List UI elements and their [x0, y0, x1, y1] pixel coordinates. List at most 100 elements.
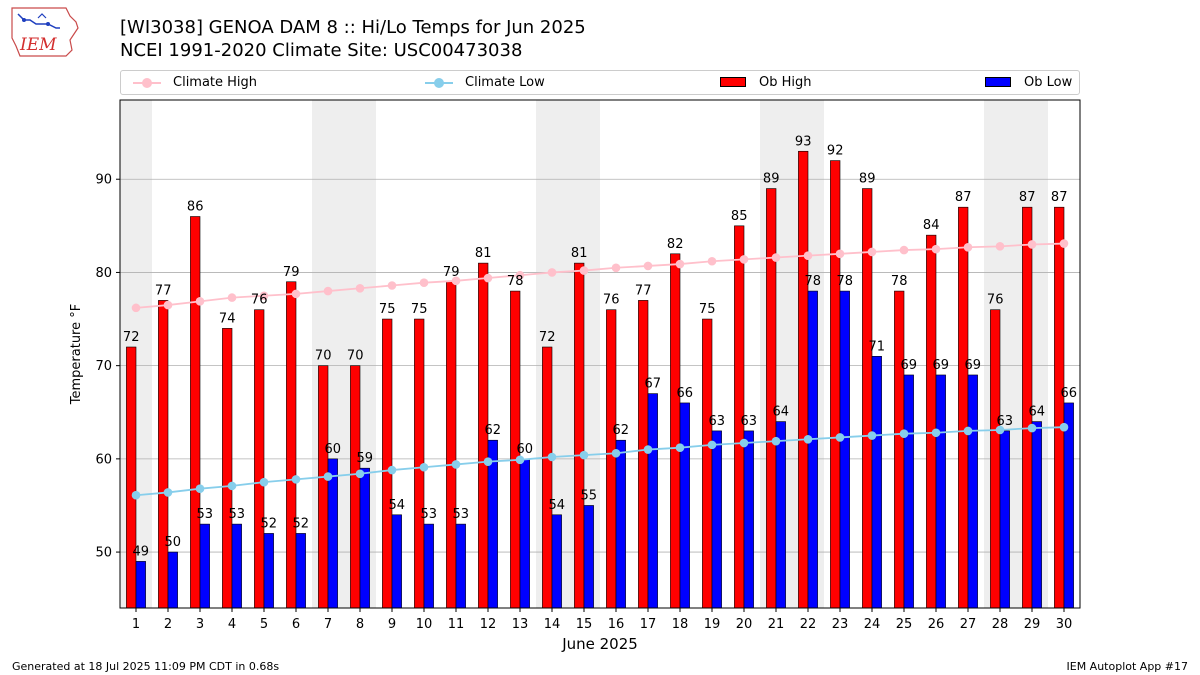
y-tick-label-90: 90	[95, 173, 112, 188]
legend-label-ob-high: Ob High	[759, 75, 812, 90]
logo-text: IEM	[19, 35, 57, 55]
climate-low-point-19	[707, 440, 717, 450]
climate-high-point-16	[611, 263, 621, 273]
climate-high-point-12	[483, 273, 493, 283]
ob-high-label-12: 81	[475, 246, 492, 261]
climate-high-point-30	[1059, 239, 1069, 248]
ob-low-bar-6	[295, 533, 306, 609]
climate-low-point-10	[419, 462, 429, 472]
ob-high-bar-21	[766, 188, 777, 609]
ob-high-bar-25	[894, 290, 905, 609]
x-tick-label-23: 23	[832, 617, 849, 632]
x-tick-label-24: 24	[864, 617, 881, 632]
ob-low-bar-1	[135, 561, 146, 609]
y-tick-label-60: 60	[95, 452, 112, 467]
ob-low-bar-8	[359, 467, 370, 609]
ob-high-label-15: 81	[571, 246, 588, 261]
legend-label-climate-low: Climate Low	[465, 75, 545, 90]
ob-low-bar-22	[807, 290, 818, 609]
ob-low-bar-swatch	[982, 71, 1014, 94]
ob-high-bar-19	[702, 318, 713, 609]
generated-timestamp: Generated at 18 Jul 2025 11:09 PM CDT in…	[12, 660, 280, 673]
ob-low-label-8: 59	[357, 451, 374, 466]
ob-low-bar-28	[999, 430, 1010, 609]
y-tick-label-50: 50	[95, 546, 112, 561]
app-credit: IEM Autoplot App #17	[1066, 660, 1189, 673]
ob-high-bar-28	[990, 309, 1001, 609]
ob-low-bar-23	[839, 290, 850, 609]
ob-low-label-22: 78	[805, 274, 822, 289]
ob-high-bar-26	[926, 234, 937, 609]
climate-low-point-24	[867, 431, 877, 440]
climate-high-point-19	[707, 256, 717, 266]
ob-high-bar-18	[670, 253, 681, 609]
x-tick-label-5: 5	[260, 617, 268, 632]
climate-high-point-26	[931, 244, 941, 254]
x-tick-label-26: 26	[928, 617, 945, 632]
ob-high-label-25: 78	[891, 274, 908, 289]
climate-low-point-8	[355, 469, 365, 479]
chart-legend: Climate High Climate Low Ob High Ob Low	[120, 70, 1080, 95]
ob-low-bar-25	[903, 374, 914, 609]
ob-high-label-14: 72	[539, 330, 556, 345]
ob-high-label-29: 87	[1019, 190, 1036, 205]
climate-high-point-5	[259, 291, 269, 301]
ob-low-bar-11	[455, 523, 466, 609]
ob-high-label-13: 78	[507, 274, 524, 289]
climate-low-point-9	[387, 465, 397, 475]
ob-high-bar-22	[798, 150, 809, 609]
x-tick-label-15: 15	[576, 617, 593, 632]
chart-title: [WI3038] GENOA DAM 8 :: Hi/Lo Temps for …	[120, 17, 586, 38]
ob-high-label-19: 75	[699, 302, 716, 317]
ob-high-bar-17	[638, 300, 649, 609]
x-tick-label-27: 27	[960, 617, 977, 632]
x-tick-label-17: 17	[640, 617, 657, 632]
x-tick-label-21: 21	[768, 617, 785, 632]
ob-low-bar-13	[519, 458, 530, 609]
climate-low-point-23	[835, 433, 845, 442]
ob-high-bar-3	[190, 216, 201, 609]
ob-high-bar-4	[222, 328, 233, 609]
ob-low-label-2: 50	[165, 535, 182, 550]
climate-high-point-23	[835, 249, 845, 259]
ob-high-bar-swatch	[717, 71, 749, 94]
ob-high-label-5: 76	[251, 293, 268, 308]
ob-high-bar-2	[158, 300, 169, 609]
climate-high-point-3	[195, 297, 205, 306]
ob-high-label-8: 70	[347, 349, 364, 364]
x-tick-label-13: 13	[512, 617, 529, 632]
legend-label-ob-low: Ob Low	[1024, 75, 1073, 90]
ob-low-label-6: 52	[293, 516, 310, 531]
legend-item-ob-low: Ob Low	[982, 71, 1072, 94]
ob-low-bar-30	[1063, 402, 1074, 609]
ob-high-bar-6	[286, 281, 297, 609]
ob-low-label-30: 66	[1061, 386, 1078, 401]
ob-high-label-4: 74	[219, 311, 236, 326]
climate-low-point-27	[963, 426, 973, 436]
ob-high-bar-9	[382, 318, 393, 609]
ob-low-bar-4	[231, 523, 242, 609]
climate-low-point-16	[611, 448, 621, 458]
ob-high-label-17: 77	[635, 283, 652, 298]
ob-low-label-28: 63	[997, 414, 1014, 429]
ob-high-bar-5	[254, 309, 265, 609]
ob-low-bar-3	[199, 523, 210, 609]
x-axis-label: June 2025	[561, 635, 638, 653]
ob-high-label-6: 79	[283, 265, 300, 280]
ob-low-label-27: 69	[965, 358, 982, 373]
ob-low-bar-9	[391, 514, 402, 609]
climate-low-point-5	[259, 477, 269, 487]
ob-high-label-27: 87	[955, 190, 972, 205]
climate-low-point-7	[323, 472, 333, 481]
ob-low-label-7: 60	[325, 442, 342, 457]
ob-low-label-23: 78	[837, 274, 854, 289]
climate-low-point-11	[451, 460, 461, 469]
climate-high-point-2	[163, 300, 173, 310]
climate-high-point-21	[771, 253, 781, 262]
ob-low-label-15: 55	[581, 488, 598, 503]
ob-high-bar-14	[542, 346, 553, 609]
chart-subtitle: NCEI 1991-2020 Climate Site: USC00473038	[120, 40, 523, 61]
ob-low-bar-16	[615, 439, 626, 609]
ob-high-label-21: 89	[763, 172, 780, 187]
